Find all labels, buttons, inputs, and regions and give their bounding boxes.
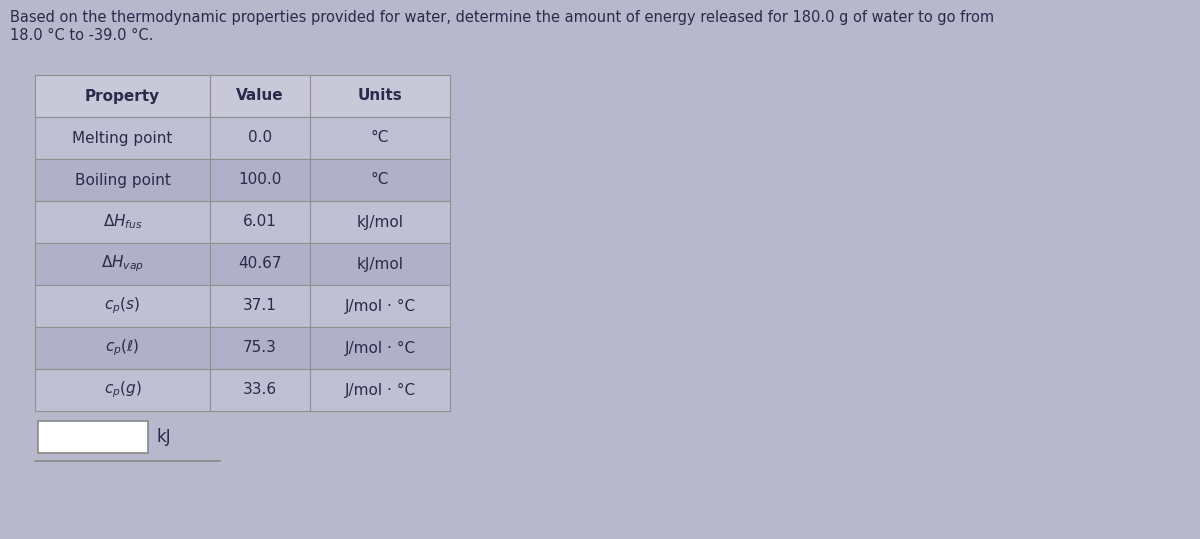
Text: kJ/mol: kJ/mol bbox=[356, 215, 403, 230]
Bar bbox=[310, 285, 450, 327]
Bar bbox=[310, 201, 450, 243]
Bar bbox=[210, 75, 310, 117]
Bar bbox=[310, 243, 450, 285]
Text: $c_p(\ell)$: $c_p(\ell)$ bbox=[106, 338, 139, 358]
Bar bbox=[210, 369, 310, 411]
Bar bbox=[210, 243, 310, 285]
Bar bbox=[35, 159, 210, 201]
Bar bbox=[35, 285, 210, 327]
Text: 100.0: 100.0 bbox=[239, 172, 282, 188]
Bar bbox=[310, 159, 450, 201]
Bar bbox=[35, 117, 210, 159]
Text: Property: Property bbox=[85, 88, 160, 103]
Bar bbox=[210, 327, 310, 369]
Text: °C: °C bbox=[371, 172, 389, 188]
Text: 33.6: 33.6 bbox=[242, 383, 277, 397]
Bar bbox=[35, 201, 210, 243]
Bar bbox=[310, 117, 450, 159]
Text: Boiling point: Boiling point bbox=[74, 172, 170, 188]
Bar bbox=[35, 243, 210, 285]
Text: Based on the thermodynamic properties provided for water, determine the amount o: Based on the thermodynamic properties pr… bbox=[10, 10, 994, 25]
Text: 6.01: 6.01 bbox=[244, 215, 277, 230]
Bar bbox=[35, 369, 210, 411]
Text: J/mol · °C: J/mol · °C bbox=[344, 341, 415, 356]
Text: Melting point: Melting point bbox=[72, 130, 173, 146]
Text: 18.0 °C to -39.0 °C.: 18.0 °C to -39.0 °C. bbox=[10, 28, 154, 43]
Text: Units: Units bbox=[358, 88, 402, 103]
Bar bbox=[310, 327, 450, 369]
Bar bbox=[35, 75, 210, 117]
Text: 75.3: 75.3 bbox=[244, 341, 277, 356]
Text: 37.1: 37.1 bbox=[244, 299, 277, 314]
Bar bbox=[310, 75, 450, 117]
Text: 40.67: 40.67 bbox=[239, 257, 282, 272]
Bar bbox=[310, 369, 450, 411]
Text: J/mol · °C: J/mol · °C bbox=[344, 299, 415, 314]
Bar bbox=[35, 327, 210, 369]
Text: kJ/mol: kJ/mol bbox=[356, 257, 403, 272]
Text: Value: Value bbox=[236, 88, 284, 103]
Bar bbox=[38, 421, 148, 453]
Text: $c_p(g)$: $c_p(g)$ bbox=[103, 379, 142, 400]
Text: 0.0: 0.0 bbox=[248, 130, 272, 146]
Text: $\Delta H_{fus}$: $\Delta H_{fus}$ bbox=[103, 213, 143, 231]
Bar bbox=[210, 201, 310, 243]
Bar bbox=[210, 285, 310, 327]
Text: $c_p(s)$: $c_p(s)$ bbox=[104, 296, 140, 316]
Bar bbox=[210, 159, 310, 201]
Text: $\Delta H_{vap}$: $\Delta H_{vap}$ bbox=[101, 254, 144, 274]
Bar bbox=[210, 117, 310, 159]
Text: J/mol · °C: J/mol · °C bbox=[344, 383, 415, 397]
Text: kJ: kJ bbox=[156, 428, 170, 446]
Text: °C: °C bbox=[371, 130, 389, 146]
